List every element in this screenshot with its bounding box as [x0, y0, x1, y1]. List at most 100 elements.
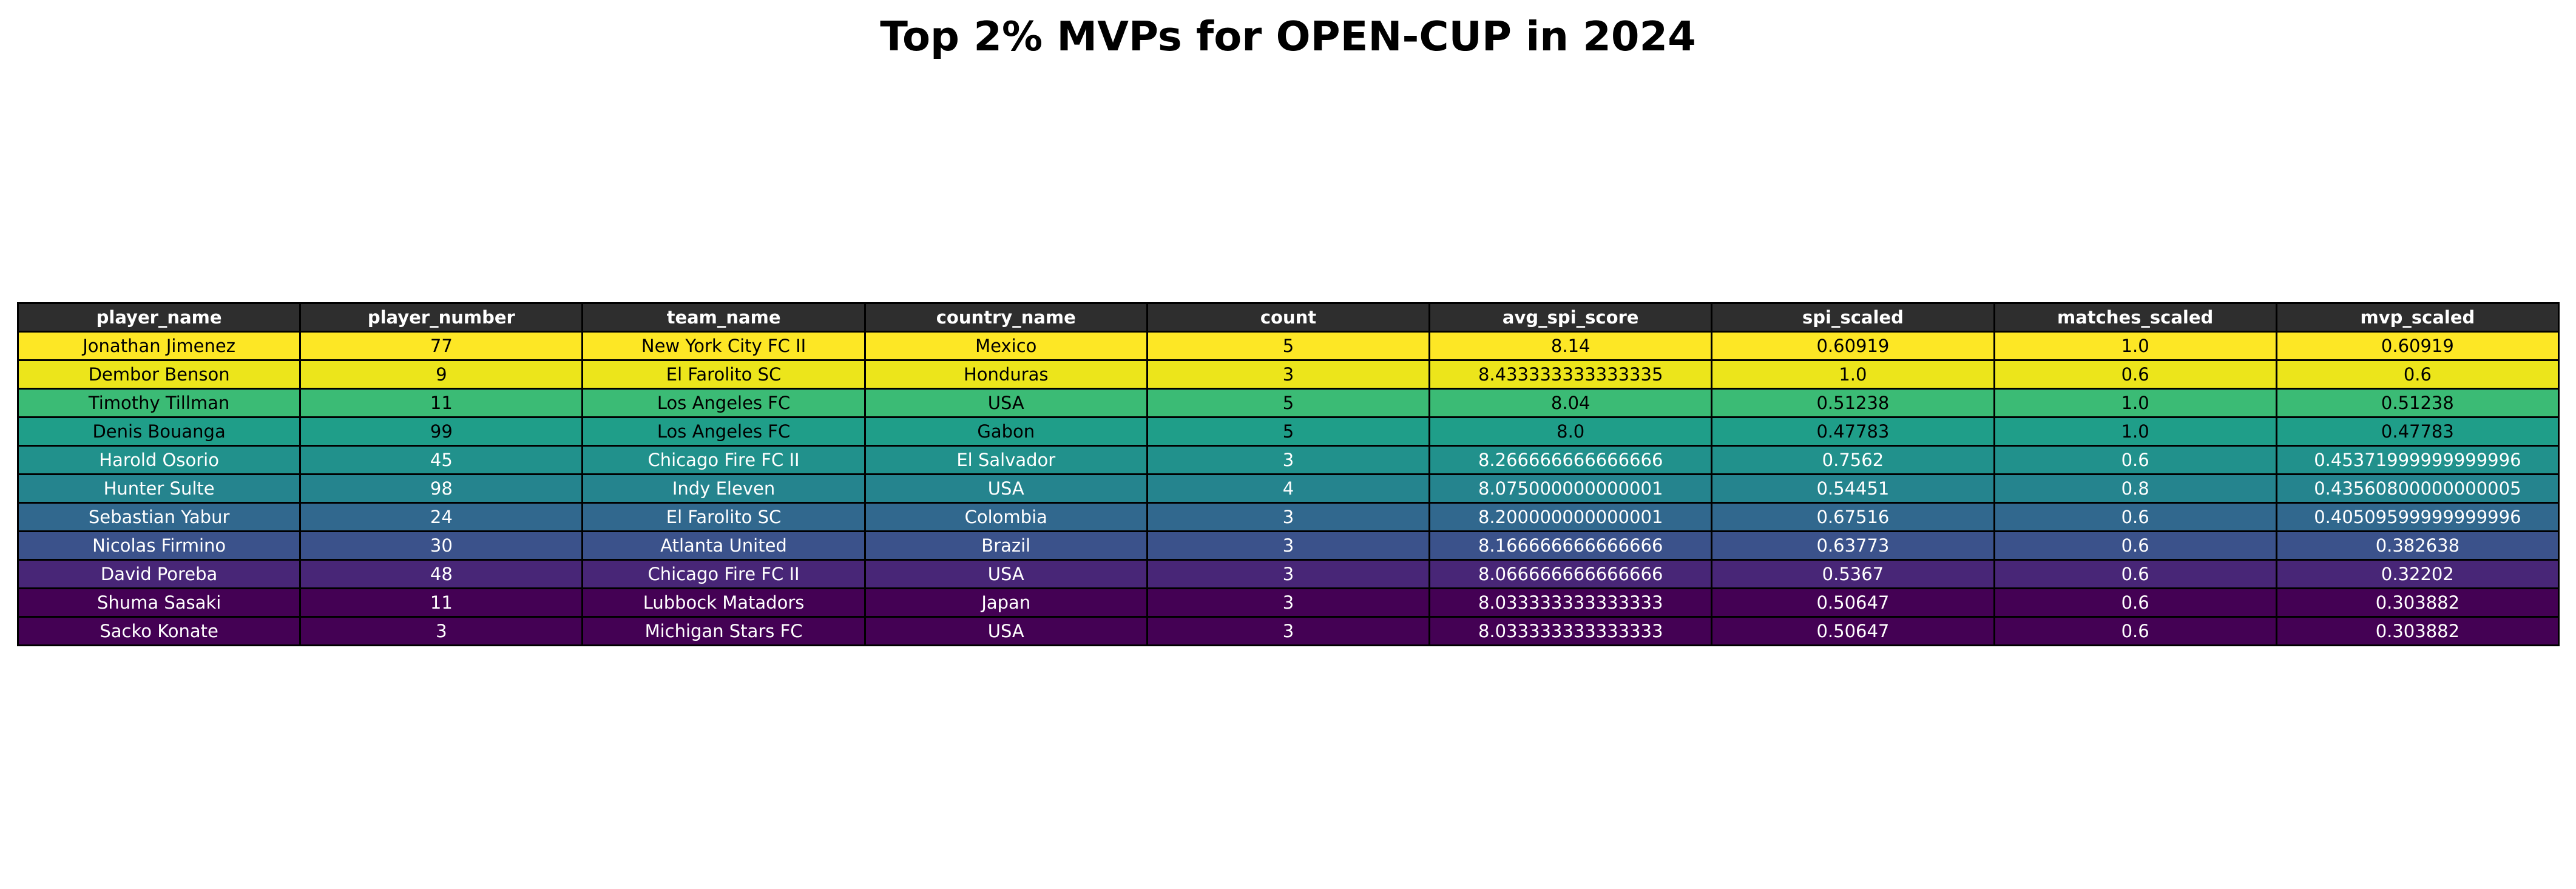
- table-cell-player-name: Hunter Sulte: [16, 473, 302, 504]
- table-header: player_name player_number team_name country…: [16, 302, 2560, 333]
- table-cell-avg-spi-score: 8.266666666666666: [1428, 445, 1713, 475]
- table-cell-player-number: 45: [299, 445, 584, 475]
- column-header-player-number: player_number: [299, 302, 584, 333]
- table-cell-player-name: Timothy Tillman: [16, 388, 302, 418]
- table-cell-player-name: Nicolas Firmino: [16, 530, 302, 561]
- table-cell-player-number: 77: [299, 331, 584, 361]
- table-cell-matches-scaled: 0.6: [1993, 559, 2277, 589]
- table-cell-country-name: USA: [864, 559, 1148, 589]
- table-cell-count: 3: [1146, 587, 1431, 618]
- table-cell-matches-scaled: 1.0: [1993, 388, 2277, 418]
- table-cell-spi-scaled: 0.50647: [1711, 587, 1995, 618]
- table-cell-player-number: 9: [299, 359, 584, 390]
- table-cell-player-number: 3: [299, 616, 584, 646]
- column-header-country-name: country_name: [864, 302, 1148, 333]
- column-header-avg-spi-score: avg_spi_score: [1428, 302, 1713, 333]
- table-cell-spi-scaled: 0.63773: [1711, 530, 1995, 561]
- table-cell-count: 4: [1146, 473, 1431, 504]
- column-header-count: count: [1146, 302, 1431, 333]
- table-cell-team-name: Indy Eleven: [581, 473, 866, 504]
- table-cell-player-name: Denis Bouanga: [16, 416, 302, 447]
- table-cell-matches-scaled: 0.8: [1993, 473, 2277, 504]
- table-cell-team-name: New York City FC II: [581, 331, 866, 361]
- table-cell-avg-spi-score: 8.14: [1428, 331, 1713, 361]
- table-cell-team-name: Atlanta United: [581, 530, 866, 561]
- table-cell-matches-scaled: 1.0: [1993, 331, 2277, 361]
- table-cell-spi-scaled: 0.47783: [1711, 416, 1995, 447]
- table-cell-player-name: Harold Osorio: [16, 445, 302, 475]
- table-cell-avg-spi-score: 8.033333333333333: [1428, 616, 1713, 646]
- table-cell-avg-spi-score: 8.200000000000001: [1428, 502, 1713, 532]
- table-cell-avg-spi-score: 8.066666666666666: [1428, 559, 1713, 589]
- table-cell-team-name: El Farolito SC: [581, 502, 866, 532]
- table-cell-spi-scaled: 0.51238: [1711, 388, 1995, 418]
- table-cell-player-name: Dembor Benson: [16, 359, 302, 390]
- table-cell-avg-spi-score: 8.04: [1428, 388, 1713, 418]
- table-cell-player-number: 24: [299, 502, 584, 532]
- column-header-team-name: team_name: [581, 302, 866, 333]
- table-cell-country-name: USA: [864, 388, 1148, 418]
- table-cell-country-name: Colombia: [864, 502, 1148, 532]
- table-cell-avg-spi-score: 8.433333333333335: [1428, 359, 1713, 390]
- table-cell-matches-scaled: 0.6: [1993, 587, 2277, 618]
- table-cell-matches-scaled: 0.6: [1993, 616, 2277, 646]
- table-cell-mvp-scaled: 0.45371999999999996: [2275, 445, 2560, 475]
- table-row: Nicolas Firmino 30 Atlanta United Brazil 3 8.…: [16, 530, 2560, 561]
- table-cell-mvp-scaled: 0.303882: [2275, 616, 2560, 646]
- table-cell-mvp-scaled: 0.382638: [2275, 530, 2560, 561]
- table-cell-count: 3: [1146, 616, 1431, 646]
- table-row: Sacko Konate 3 Michigan Stars FC USA 3 8.0333…: [16, 616, 2560, 646]
- table-cell-spi-scaled: 0.54451: [1711, 473, 1995, 504]
- table-cell-spi-scaled: 0.5367: [1711, 559, 1995, 589]
- table-cell-matches-scaled: 1.0: [1993, 416, 2277, 447]
- table-body: Jonathan Jimenez 77 New York City FC II Mex…: [16, 331, 2560, 646]
- table-cell-mvp-scaled: 0.303882: [2275, 587, 2560, 618]
- table-cell-count: 3: [1146, 502, 1431, 532]
- table-cell-player-number: 48: [299, 559, 584, 589]
- table-cell-mvp-scaled: 0.32202: [2275, 559, 2560, 589]
- table-cell-player-number: 11: [299, 388, 584, 418]
- table-cell-avg-spi-score: 8.075000000000001: [1428, 473, 1713, 504]
- table-cell-player-name: Shuma Sasaki: [16, 587, 302, 618]
- table-cell-mvp-scaled: 0.43560800000000005: [2275, 473, 2560, 504]
- table-cell-spi-scaled: 1.0: [1711, 359, 1995, 390]
- table-cell-player-number: 99: [299, 416, 584, 447]
- table-cell-country-name: Gabon: [864, 416, 1148, 447]
- table-cell-player-name: Jonathan Jimenez: [16, 331, 302, 361]
- table-cell-country-name: Honduras: [864, 359, 1148, 390]
- table-cell-spi-scaled: 0.60919: [1711, 331, 1995, 361]
- table-cell-country-name: Brazil: [864, 530, 1148, 561]
- table-cell-matches-scaled: 0.6: [1993, 359, 2277, 390]
- table-cell-spi-scaled: 0.67516: [1711, 502, 1995, 532]
- table-cell-country-name: USA: [864, 616, 1148, 646]
- table-cell-mvp-scaled: 0.51238: [2275, 388, 2560, 418]
- table-cell-country-name: USA: [864, 473, 1148, 504]
- table-cell-matches-scaled: 0.6: [1993, 530, 2277, 561]
- chart-title: Top 2% MVPs for OPEN-CUP in 2024: [880, 13, 1696, 60]
- table-cell-spi-scaled: 0.7562: [1711, 445, 1995, 475]
- table-cell-team-name: Michigan Stars FC: [581, 616, 866, 646]
- table-cell-team-name: El Farolito SC: [581, 359, 866, 390]
- table-row: Timothy Tillman 11 Los Angeles FC USA 5 8.04 0…: [16, 388, 2560, 418]
- table-cell-matches-scaled: 0.6: [1993, 445, 2277, 475]
- table-cell-team-name: Lubbock Matadors: [581, 587, 866, 618]
- column-header-spi-scaled: spi_scaled: [1711, 302, 1995, 333]
- table-row: Harold Osorio 45 Chicago Fire FC II El Salv…: [16, 445, 2560, 475]
- table-cell-player-name: Sebastian Yabur: [16, 502, 302, 532]
- column-header-mvp-scaled: mvp_scaled: [2275, 302, 2560, 333]
- table-cell-count: 5: [1146, 331, 1431, 361]
- table-cell-player-name: Sacko Konate: [16, 616, 302, 646]
- mvp-table: player_name player_number team_name country…: [16, 302, 2560, 646]
- table-cell-player-number: 11: [299, 587, 584, 618]
- table-row: David Poreba 48 Chicago Fire FC II USA 3 8.06…: [16, 559, 2560, 589]
- column-header-matches-scaled: matches_scaled: [1993, 302, 2277, 333]
- table-cell-matches-scaled: 0.6: [1993, 502, 2277, 532]
- table-row: Dembor Benson 9 El Farolito SC Honduras 3 8.4…: [16, 359, 2560, 390]
- table-cell-spi-scaled: 0.50647: [1711, 616, 1995, 646]
- table-row: Denis Bouanga 99 Los Angeles FC Gabon 5 8.0 0.…: [16, 416, 2560, 447]
- table-cell-count: 5: [1146, 388, 1431, 418]
- table-cell-player-name: David Poreba: [16, 559, 302, 589]
- column-header-player-name: player_name: [16, 302, 302, 333]
- table-cell-team-name: Los Angeles FC: [581, 388, 866, 418]
- header-row: player_name player_number team_name country…: [16, 302, 2560, 333]
